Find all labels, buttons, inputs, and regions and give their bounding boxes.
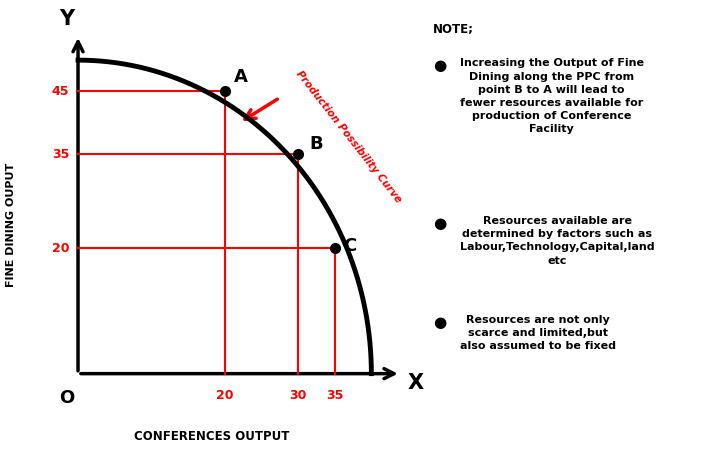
Text: ●: ● (433, 216, 446, 231)
Text: Production Possibility Curve: Production Possibility Curve (294, 68, 403, 204)
Text: 45: 45 (51, 85, 69, 98)
Text: 30: 30 (289, 389, 307, 402)
Text: 20: 20 (216, 389, 234, 402)
Text: X: X (408, 373, 424, 393)
Text: NOTE;: NOTE; (433, 22, 474, 36)
Text: A: A (234, 68, 247, 86)
Text: FINE DINING OUPUT: FINE DINING OUPUT (6, 163, 15, 287)
Text: B: B (309, 135, 322, 153)
Text: CONFERENCES OUTPUT: CONFERENCES OUTPUT (134, 430, 289, 443)
Text: O: O (59, 389, 75, 407)
Text: 35: 35 (52, 148, 69, 161)
Text: Resources are not only
scarce and limited,but
also assumed to be fixed: Resources are not only scarce and limite… (460, 315, 616, 351)
Text: 20: 20 (51, 242, 69, 255)
Text: 35: 35 (326, 389, 344, 402)
Text: C: C (344, 237, 357, 255)
Text: Increasing the Output of Fine
Dining along the PPC from
point B to A will lead t: Increasing the Output of Fine Dining alo… (460, 58, 643, 135)
Text: ●: ● (433, 58, 446, 73)
Text: Resources available are
determined by factors such as
Labour,Technology,Capital,: Resources available are determined by fa… (460, 216, 654, 266)
Text: Y: Y (59, 9, 75, 29)
Text: ●: ● (433, 315, 446, 330)
